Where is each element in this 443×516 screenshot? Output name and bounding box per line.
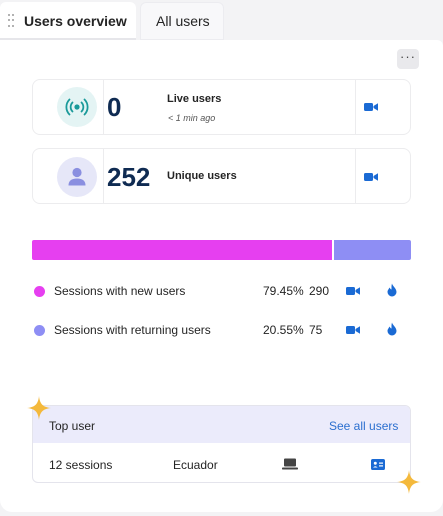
- legend-count: 75: [309, 323, 323, 337]
- live-users-count: 0: [107, 92, 122, 122]
- contact-card-icon[interactable]: [371, 459, 385, 470]
- live-users-label: Live users: [167, 93, 222, 105]
- legend-row-returning-users: Sessions with returning users 20.55% 75: [32, 322, 412, 338]
- card-divider: [103, 80, 104, 134]
- video-camera-icon[interactable]: [364, 172, 378, 182]
- flame-icon[interactable]: [387, 283, 397, 297]
- unique-users-label: Unique users: [167, 170, 237, 182]
- live-users-badge: [57, 87, 97, 127]
- unique-users-card: 252 Unique users: [32, 148, 411, 204]
- legend-dot-new: [34, 286, 45, 297]
- legend-label: Sessions with returning users: [54, 323, 211, 337]
- person-icon: [68, 167, 86, 186]
- broadcast-icon: [65, 98, 89, 116]
- sparkle-icon: [397, 470, 421, 494]
- see-all-users-link[interactable]: See all users: [329, 419, 399, 433]
- top-user-card: Top user See all users 12 sessions Ecuad…: [32, 405, 411, 483]
- legend-count: 290: [309, 284, 330, 298]
- active-tab-indicator: [0, 38, 136, 40]
- drag-handle-icon[interactable]: [8, 14, 14, 28]
- legend-dot-returning: [34, 325, 45, 336]
- more-options-button[interactable]: ···: [397, 49, 419, 69]
- more-icon: ···: [400, 49, 416, 64]
- card-divider: [355, 149, 356, 203]
- top-user-country: Ecuador: [173, 458, 218, 472]
- legend-label: Sessions with new users: [54, 284, 186, 298]
- tab-label: Users overview: [24, 13, 127, 29]
- tab-label: All users: [156, 13, 210, 29]
- tab-bar: Users overview All users: [0, 0, 443, 40]
- top-user-row[interactable]: 12 sessions Ecuador: [33, 444, 410, 482]
- card-divider: [103, 149, 104, 203]
- live-users-card: 0 Live users < 1 min ago: [32, 79, 411, 135]
- sparkle-icon: [27, 396, 51, 420]
- video-camera-icon[interactable]: [346, 325, 360, 335]
- unique-users-badge: [57, 157, 97, 197]
- tab-all-users[interactable]: All users: [140, 2, 224, 40]
- unique-users-count: 252: [107, 162, 151, 192]
- returning-users-bar-segment: [334, 240, 411, 260]
- legend-percent: 79.45%: [263, 284, 304, 298]
- top-user-title: Top user: [49, 419, 96, 433]
- video-camera-icon[interactable]: [364, 102, 378, 112]
- top-user-header: Top user See all users: [33, 406, 410, 443]
- new-users-bar-segment: [32, 240, 332, 260]
- laptop-icon: [282, 458, 298, 470]
- video-camera-icon[interactable]: [346, 286, 360, 296]
- legend-row-new-users: Sessions with new users 79.45% 290: [32, 283, 412, 299]
- top-user-sessions: 12 sessions: [49, 458, 113, 472]
- card-divider: [355, 80, 356, 134]
- live-users-timestamp: < 1 min ago: [168, 113, 216, 123]
- flame-icon[interactable]: [387, 322, 397, 336]
- tab-users-overview[interactable]: Users overview: [0, 2, 136, 40]
- legend-percent: 20.55%: [263, 323, 304, 337]
